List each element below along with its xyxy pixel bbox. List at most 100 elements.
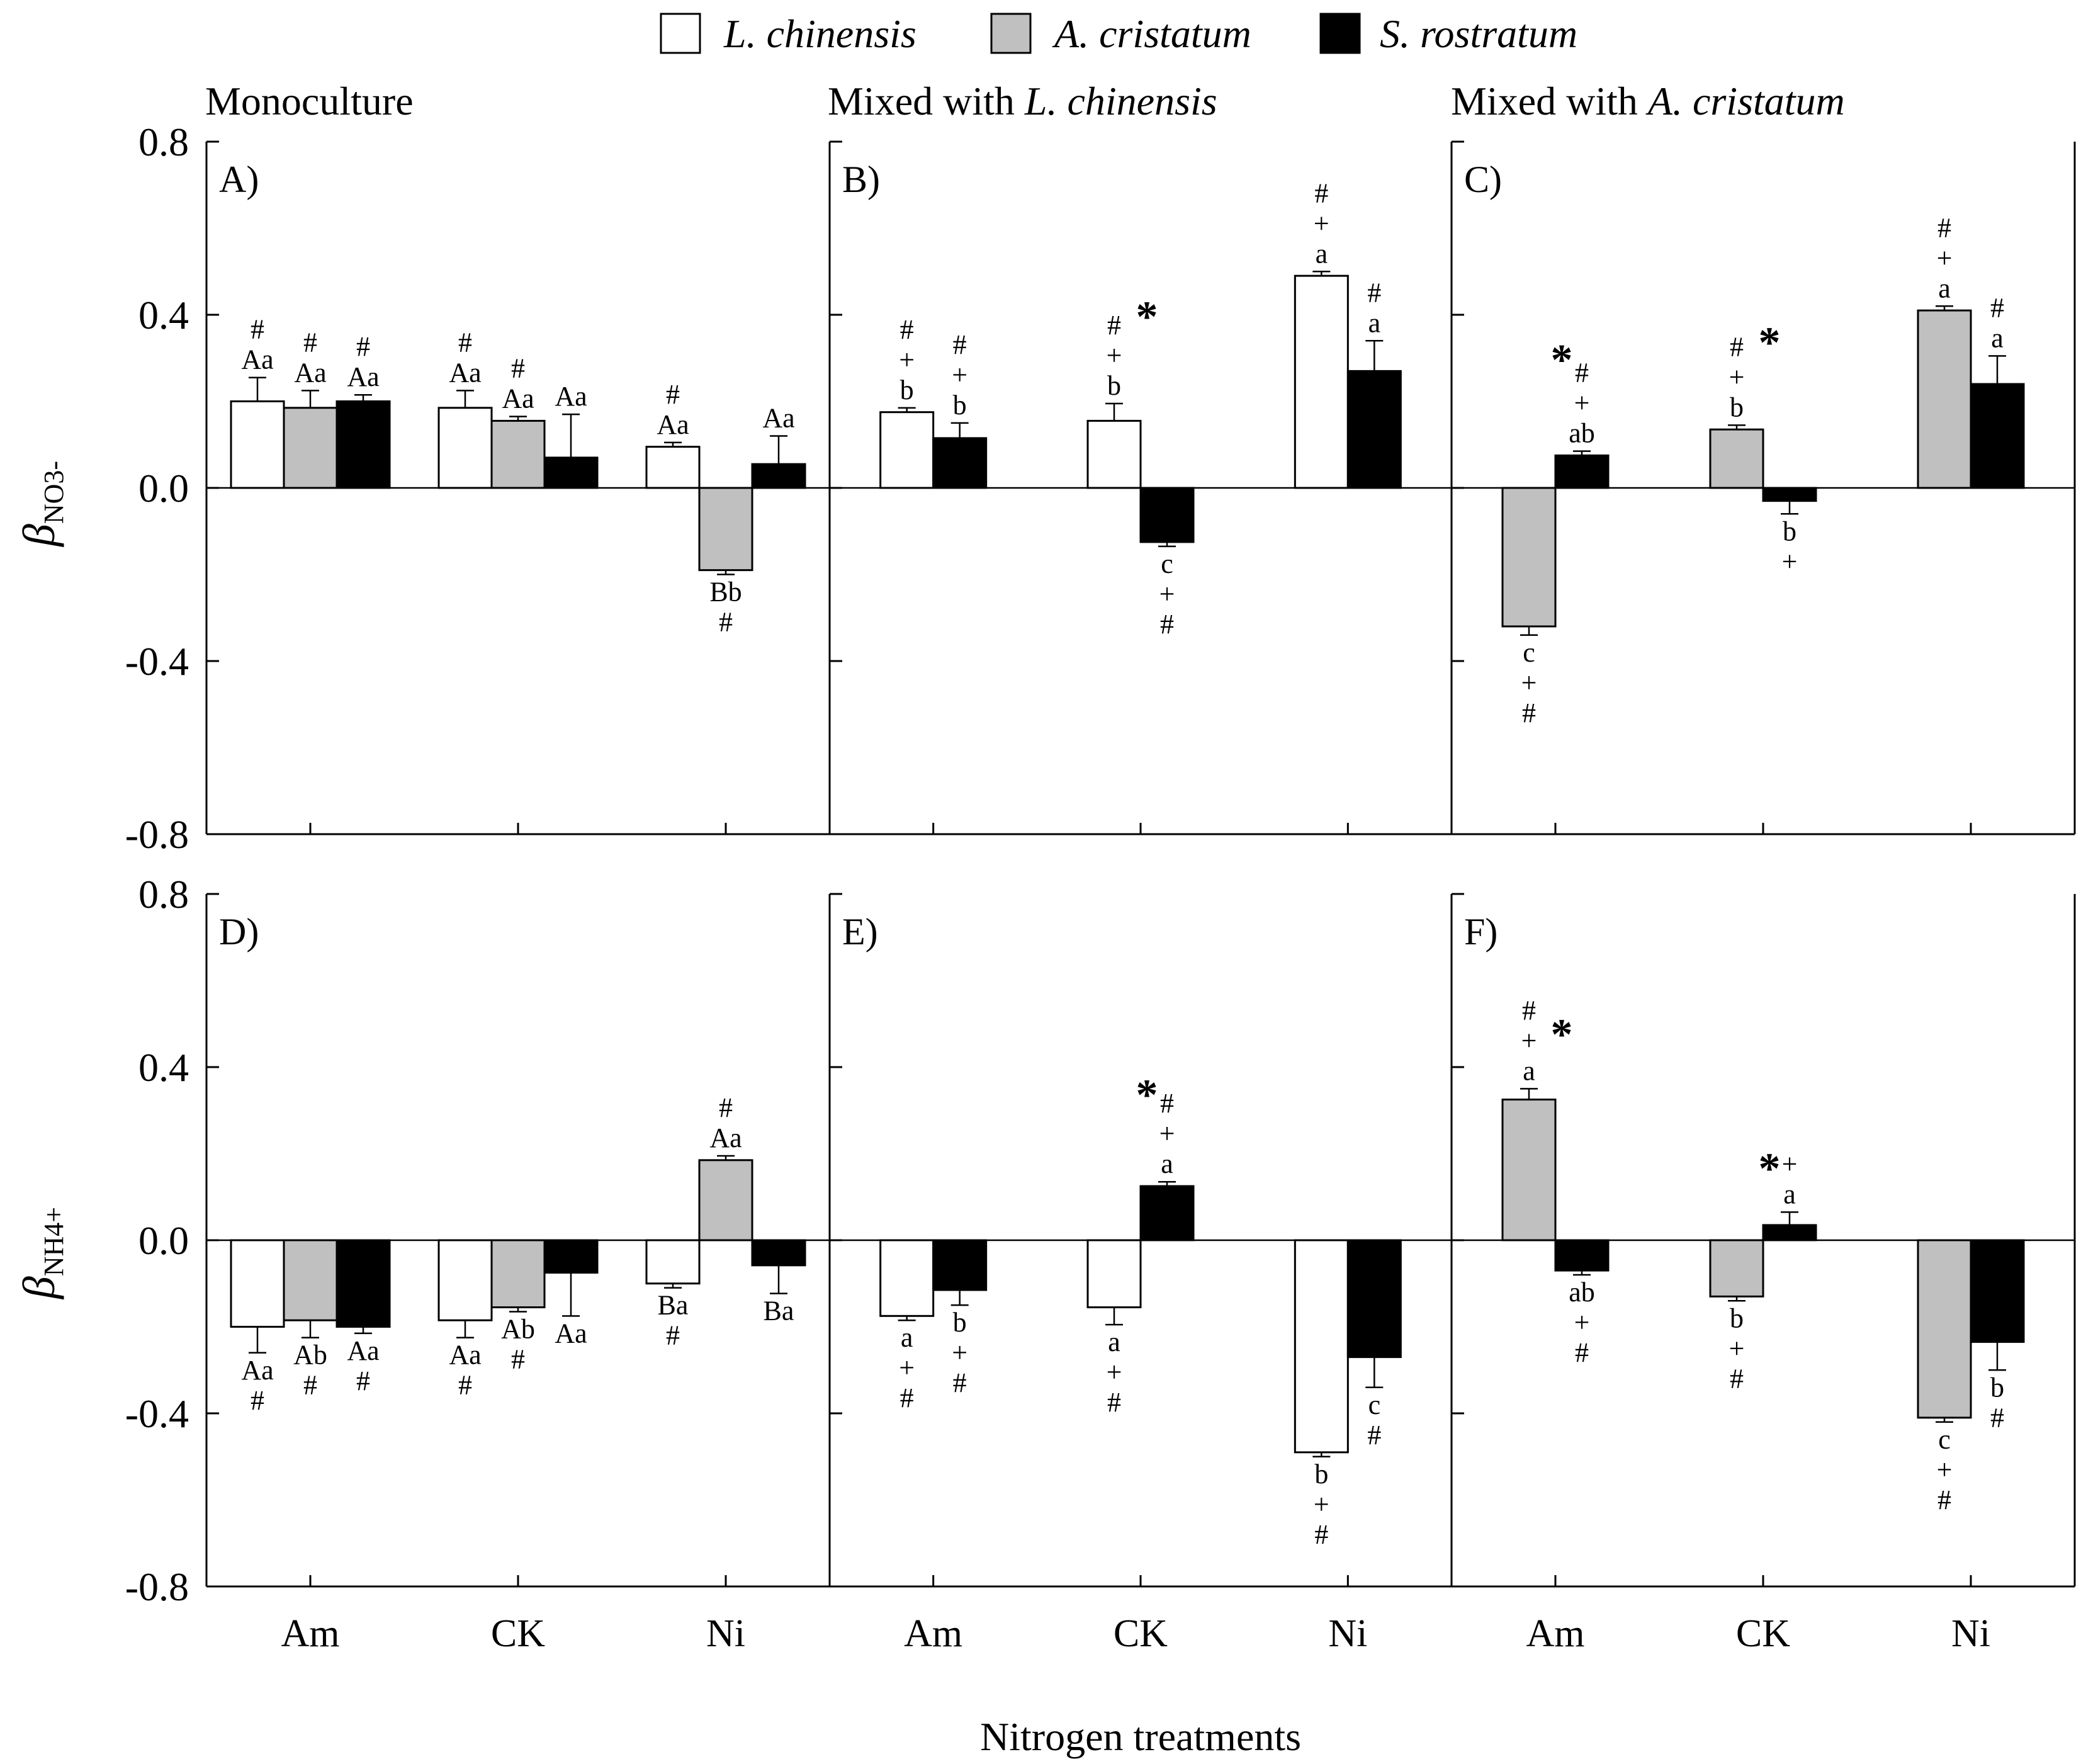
x-tick-label-ck: CK <box>491 1612 545 1655</box>
bar-a-cristatum-ni <box>698 487 753 572</box>
significance-label: Aa <box>555 1318 587 1348</box>
star-marker: * <box>1759 1145 1781 1193</box>
significance-label: # <box>1575 1337 1589 1368</box>
panel-letter: B) <box>842 159 880 200</box>
y-tick-label: 0.0 <box>138 1218 189 1263</box>
x-axis-title: Nitrogen treatments <box>980 1714 1301 1759</box>
bar-l-chinensis-ck <box>1086 1239 1142 1309</box>
bar-a-cristatum-am <box>1501 1099 1557 1241</box>
significance-label: + <box>1937 242 1953 273</box>
bar-s-rostratum-am <box>1554 1239 1610 1272</box>
significance-label: # <box>1575 358 1589 388</box>
significance-label: # <box>511 1343 525 1374</box>
significance-label: b <box>953 1307 967 1338</box>
y-tick-label: -0.4 <box>125 639 189 684</box>
panel-letter: A) <box>219 159 259 200</box>
significance-label: # <box>719 1092 733 1123</box>
bar-s-rostratum-ck <box>1139 487 1195 543</box>
bar-s-rostratum-am <box>932 437 988 489</box>
significance-label: # <box>1937 1484 1951 1515</box>
significance-label: # <box>458 327 472 358</box>
x-tick-label-am: Am <box>1526 1612 1585 1655</box>
significance-label: c <box>1368 1389 1381 1420</box>
star-marker: * <box>1551 336 1573 385</box>
bar-a-cristatum-am <box>283 1239 338 1321</box>
significance-label: # <box>251 1385 264 1416</box>
significance-label: a <box>1316 238 1328 269</box>
y-tick-label: 0.4 <box>138 1045 189 1090</box>
significance-label: b <box>1730 392 1744 422</box>
significance-label: b <box>1730 1303 1744 1333</box>
significance-label: # <box>356 331 370 362</box>
significance-label: # <box>1160 609 1174 640</box>
star-marker: * <box>1759 319 1781 368</box>
significance-label: c <box>1523 637 1535 668</box>
legend: L. chinensis A. cristatum S. rostratum <box>660 11 1577 56</box>
significance-label: # <box>303 1370 317 1401</box>
significance-label: Aa <box>449 357 481 388</box>
significance-label: # <box>1314 178 1328 208</box>
significance-label: + <box>1729 361 1745 392</box>
significance-label: Aa <box>241 344 273 375</box>
significance-label: + <box>1314 208 1329 239</box>
legend-swatch-l-chinensis <box>660 13 701 54</box>
significance-label: Aa <box>709 1122 742 1153</box>
significance-label: + <box>1521 1025 1537 1056</box>
panel-f: F)Ama+#ab+#CKb+#a+Nic+#b#** <box>1450 893 2076 1655</box>
bar-l-chinensis-ck <box>1086 419 1142 489</box>
significance-label: # <box>1522 995 1536 1026</box>
significance-label: + <box>1159 1118 1175 1149</box>
significance-label: b <box>1107 370 1121 401</box>
significance-label: # <box>666 379 680 410</box>
significance-label: # <box>1107 1387 1121 1418</box>
significance-label: # <box>953 1367 967 1398</box>
x-tick-label-ni: Ni <box>1328 1612 1367 1655</box>
significance-label: # <box>719 607 733 638</box>
significance-label: + <box>1574 388 1590 419</box>
significance-label: + <box>1782 1148 1798 1179</box>
significance-label: # <box>511 353 525 384</box>
legend-swatch-s-rostratum <box>1319 13 1361 54</box>
significance-label: # <box>1367 277 1381 308</box>
bar-a-cristatum-ni <box>1917 309 1972 489</box>
significance-label: ab <box>1569 418 1595 449</box>
significance-label: + <box>1729 1333 1745 1364</box>
panels: 0.80.40.0-0.4-0.8A)Aa#Aa#Aa#Aa#Aa#AaAa#B… <box>125 120 2076 1655</box>
column-header-mixed-l-chinensis: Mixed with L. chinensis <box>828 79 1217 123</box>
significance-label: # <box>303 327 317 358</box>
panel-letter: C) <box>1464 159 1502 200</box>
significance-label: Ab <box>501 1313 535 1344</box>
significance-label: + <box>952 359 967 390</box>
significance-label: a <box>1161 1148 1173 1179</box>
significance-label: Aa <box>657 409 689 440</box>
significance-label: Ab <box>293 1340 327 1371</box>
bar-s-rostratum-am <box>336 1239 391 1328</box>
y-tick-label: 0.8 <box>138 872 189 917</box>
significance-label: b <box>1783 516 1796 546</box>
significance-label: b <box>1314 1459 1328 1490</box>
star-marker: * <box>1136 1071 1158 1120</box>
panel-letter: D) <box>219 911 259 953</box>
bar-a-cristatum-am <box>1501 487 1557 628</box>
significance-label: c <box>1938 1424 1951 1455</box>
bar-s-rostratum-ni <box>751 1239 806 1267</box>
panel-e: E)Ama+#b+#CKa+#a+#Nib+#c#* <box>828 893 1452 1655</box>
significance-label: + <box>899 344 915 375</box>
significance-label: a <box>1991 322 2004 353</box>
legend-label-a-cristatum: A. cristatum <box>1052 11 1251 56</box>
y-tick-label: 0.8 <box>138 120 189 164</box>
panel-letter: E) <box>842 911 878 953</box>
bar-s-rostratum-ck <box>543 456 599 489</box>
significance-label: # <box>458 1370 472 1401</box>
bar-s-rostratum-am <box>932 1239 988 1291</box>
significance-label: b <box>1990 1372 2004 1403</box>
bar-l-chinensis-ni <box>1294 1239 1349 1454</box>
bar-l-chinensis-am <box>230 1239 285 1328</box>
significance-label: Aa <box>762 403 794 434</box>
bar-a-cristatum-ck <box>1709 1239 1764 1298</box>
significance-label: Aa <box>347 361 379 392</box>
bar-s-rostratum-am <box>1554 454 1610 489</box>
bar-a-cristatum-ni <box>1917 1239 1972 1419</box>
significance-label: Aa <box>502 383 534 414</box>
